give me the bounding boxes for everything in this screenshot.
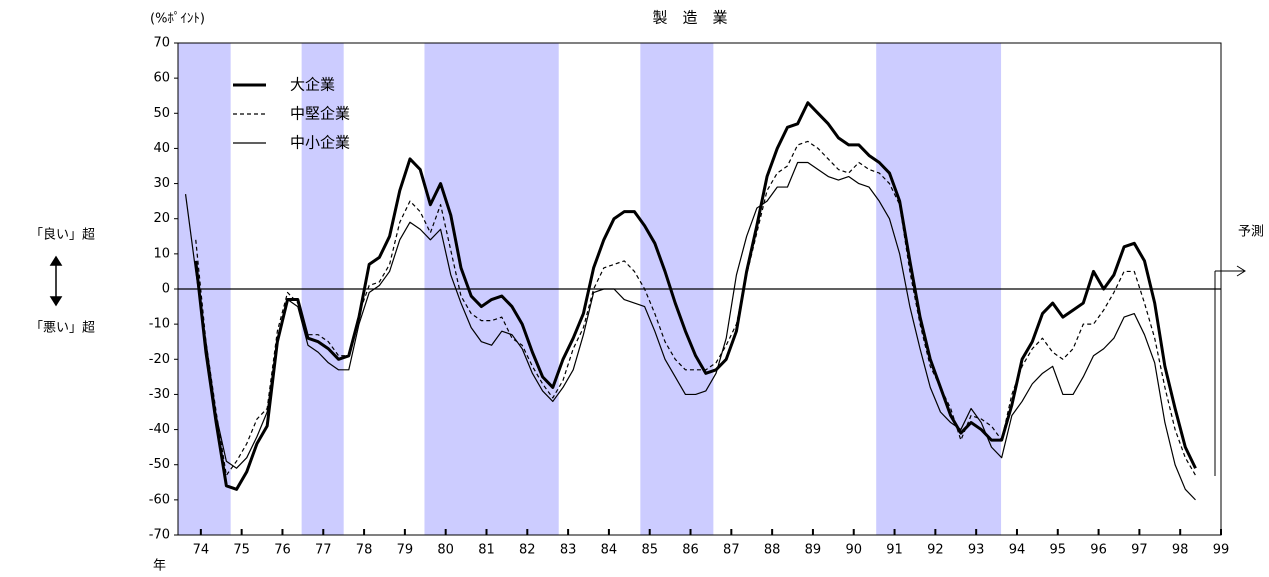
x-tick-label: 91	[886, 543, 903, 558]
x-tick-label: 85	[641, 543, 658, 558]
x-tick-label: 90	[845, 543, 862, 558]
x-tick-label: 93	[968, 543, 985, 558]
y-tick-label: 10	[153, 246, 170, 261]
x-tick-label: 78	[356, 543, 373, 558]
y-tick-label: 40	[153, 141, 170, 156]
y-tick-label: -50	[149, 457, 170, 472]
x-tick-label: 84	[601, 543, 618, 558]
series-line	[184, 161, 1196, 501]
x-tick-label: 88	[764, 543, 781, 558]
y-tick-label: 70	[153, 36, 170, 51]
y-unit: (%ﾎﾟｲﾝﾄ)	[150, 12, 205, 27]
x-unit: 年	[153, 559, 166, 574]
y-tick-label: 60	[153, 71, 170, 86]
x-tick-label: 89	[805, 543, 822, 558]
x-tick-label: 94	[1009, 543, 1026, 558]
x-tick-label: 77	[315, 543, 332, 558]
x-tick-label: 95	[1050, 543, 1067, 558]
forecast-arrow	[1214, 265, 1246, 476]
legend-label: 中小企業	[290, 134, 350, 152]
legend-label: 大企業	[290, 76, 335, 94]
bad-label: 「悪い」超	[30, 321, 95, 336]
series-line	[195, 140, 1197, 476]
y-tick-label: -30	[149, 387, 170, 402]
y-tick-label: -20	[149, 352, 170, 367]
legend-label: 中堅企業	[290, 105, 350, 123]
x-tick-label: 83	[560, 543, 577, 558]
x-tick-label: 82	[519, 543, 536, 558]
forecast-label: 予測	[1238, 225, 1264, 240]
updown-arrow	[49, 255, 63, 307]
y-tick-label: -70	[149, 528, 170, 543]
x-tick-label: 98	[1172, 543, 1189, 558]
x-tick-label: 92	[927, 543, 944, 558]
series-line	[194, 101, 1197, 491]
x-tick-label: 97	[1131, 543, 1148, 558]
x-tick-label: 86	[682, 543, 699, 558]
y-tick-label: -40	[149, 422, 170, 437]
y-tick-label: 30	[153, 176, 170, 191]
x-tick-label: 75	[233, 543, 250, 558]
x-tick-label: 79	[397, 543, 414, 558]
x-tick-label: 96	[1090, 543, 1107, 558]
y-tick-label: 0	[162, 282, 170, 297]
good-label: 「良い」超	[30, 227, 95, 243]
chart-title: 製 造 業	[652, 9, 727, 27]
y-tick-label: 50	[153, 106, 170, 121]
x-tick-label: 80	[437, 543, 454, 558]
y-tick-label: -10	[149, 317, 170, 332]
x-tick-label: 99	[1213, 543, 1230, 558]
y-tick-label: -60	[149, 492, 170, 507]
x-tick-label: 87	[723, 543, 740, 558]
y-tick-label: 20	[153, 211, 170, 226]
x-tick-label: 76	[274, 543, 291, 558]
x-tick-label: 74	[193, 543, 210, 558]
x-tick-label: 81	[478, 543, 495, 558]
